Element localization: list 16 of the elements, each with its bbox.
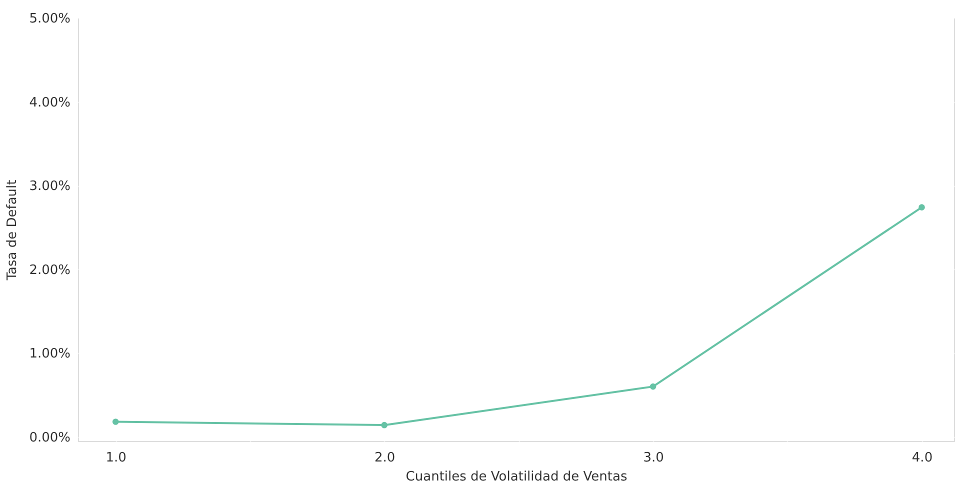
y-tick-label: 5.00% bbox=[29, 12, 70, 26]
x-tick-label: 4.0 bbox=[912, 450, 933, 466]
x-tick-label: 3.0 bbox=[643, 450, 664, 466]
y-axis-title: Tasa de Default bbox=[5, 180, 20, 282]
point bbox=[112, 418, 119, 425]
point bbox=[918, 204, 925, 210]
y-tick-label: 4.00% bbox=[29, 95, 70, 110]
y-tick-label: 2.00% bbox=[29, 262, 70, 278]
y-tick-label: 1.00% bbox=[29, 346, 70, 362]
x-axis-title: Cuantiles de Volatilidad de Ventas bbox=[406, 470, 628, 484]
point bbox=[650, 383, 656, 390]
x-tick-label: 2.0 bbox=[374, 450, 396, 466]
x-tick-label: 1.0 bbox=[106, 450, 126, 466]
point bbox=[381, 422, 388, 428]
y-tick-label: 3.00% bbox=[29, 179, 70, 194]
y-tick-label: 0.00% bbox=[29, 430, 70, 446]
